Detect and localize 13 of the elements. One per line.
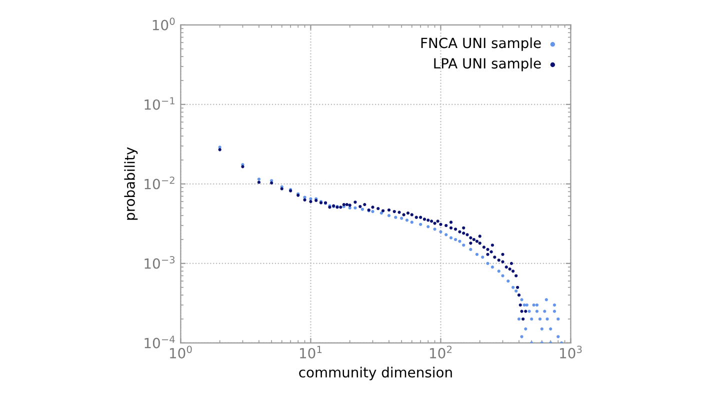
y-tick-label: 10$^{0}$	[152, 18, 175, 30]
x-tick-label: 10$^{3}$	[560, 346, 582, 358]
legend-label: LPA UNI sample	[434, 58, 541, 72]
y-tick-label: 10$^{−3}$	[144, 256, 175, 269]
x-tick-label: 10$^{1}$	[300, 346, 322, 358]
y-tick-label: 10$^{−2}$	[144, 176, 174, 190]
x-axis-title: community dimension	[299, 366, 452, 380]
y-tick-label: 10$^{−4}$	[144, 336, 175, 348]
x-tick-label: 10$^{2}$	[430, 346, 452, 358]
y-tick-label: 10$^{−1}$	[144, 97, 174, 110]
y-axis-title: probability	[124, 147, 138, 220]
legend-label: FNCA UNI sample	[421, 37, 541, 51]
x-tick-label: 10$^{0}$	[170, 346, 192, 358]
